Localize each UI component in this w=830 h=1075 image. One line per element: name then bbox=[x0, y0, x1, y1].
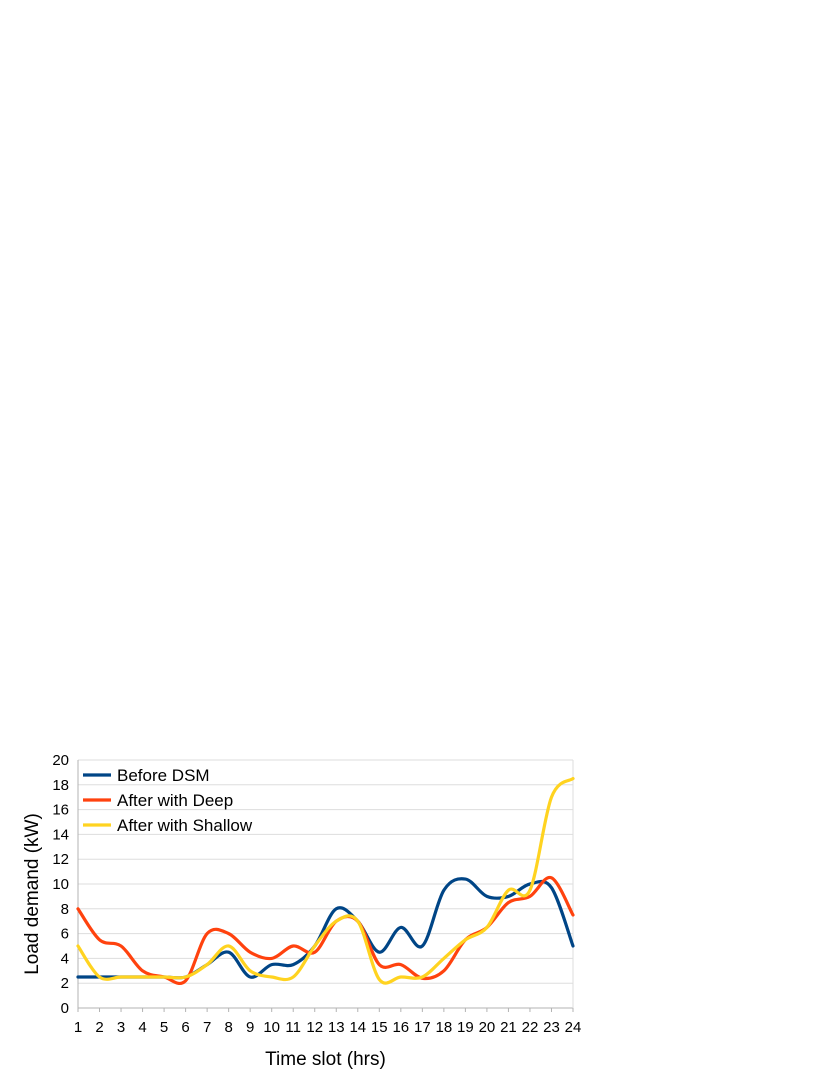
plot-area bbox=[77, 760, 574, 1009]
x-tick-label: 14 bbox=[349, 1019, 366, 1036]
x-tick-label: 10 bbox=[263, 1019, 280, 1036]
y-tick-label: 8 bbox=[61, 901, 69, 918]
x-tick-label: 12 bbox=[306, 1019, 323, 1036]
series-line-1 bbox=[76, 877, 575, 980]
x-tick-label: 6 bbox=[181, 1019, 189, 1036]
x-tick-label: 19 bbox=[457, 1019, 474, 1036]
y-tick-label: 20 bbox=[52, 752, 69, 769]
x-tick-label: 23 bbox=[543, 1019, 560, 1036]
series-line-3 bbox=[76, 777, 575, 985]
x-tick-label: 22 bbox=[522, 1019, 539, 1036]
y-tick-label: 6 bbox=[61, 926, 69, 943]
legend-label: After with Deep bbox=[117, 791, 233, 810]
x-tick-label: 15 bbox=[371, 1019, 388, 1036]
x-tick-label: 24 bbox=[565, 1019, 582, 1036]
x-axis-title: Time slot (hrs) bbox=[265, 1049, 386, 1070]
y-tick-label: 18 bbox=[52, 777, 69, 794]
x-tick-label: 20 bbox=[479, 1019, 496, 1036]
y-axis-ticks: 0 2 4 6 8 10 12 14 16 18 20 bbox=[52, 752, 69, 1017]
x-tick-label: 21 bbox=[500, 1019, 517, 1036]
y-axis-title: Load demand (kW) bbox=[22, 813, 43, 975]
y-tick-label: 4 bbox=[61, 950, 69, 967]
x-tick-label: 1 bbox=[74, 1019, 82, 1036]
series-lines bbox=[76, 777, 575, 986]
gridlines bbox=[78, 759, 573, 1009]
x-tick-label: 2 bbox=[95, 1019, 103, 1036]
y-tick-label: 16 bbox=[52, 802, 69, 819]
x-tick-label: 3 bbox=[117, 1019, 125, 1036]
x-tick-label: 13 bbox=[328, 1019, 345, 1036]
y-tick-label: 12 bbox=[52, 851, 69, 868]
x-tick-label: 7 bbox=[203, 1019, 211, 1036]
x-tick-label: 9 bbox=[246, 1019, 254, 1036]
x-tick-label: 8 bbox=[224, 1019, 232, 1036]
legend: Before DSM After with Deep After with Shal… bbox=[83, 766, 253, 835]
legend-label: Before DSM bbox=[117, 766, 210, 785]
x-tick-label: 17 bbox=[414, 1019, 431, 1036]
x-tick-label: 5 bbox=[160, 1019, 168, 1036]
x-tick-label: 16 bbox=[392, 1019, 409, 1036]
y-tick-label: 2 bbox=[61, 975, 69, 992]
y-tick-label: 0 bbox=[61, 1000, 69, 1017]
y-tick-label: 14 bbox=[52, 826, 69, 843]
x-tick-label: 18 bbox=[436, 1019, 453, 1036]
x-axis-ticks: 1 2 3 4 5 6 7 8 9 10 11 12 13 14 15 16 17 18 19 20 21 22 23 24 bbox=[74, 1008, 582, 1036]
legend-label: After with Shallow bbox=[117, 816, 253, 835]
x-tick-label: 4 bbox=[138, 1019, 146, 1036]
y-tick-label: 10 bbox=[52, 876, 69, 893]
x-tick-label: 11 bbox=[285, 1019, 301, 1036]
